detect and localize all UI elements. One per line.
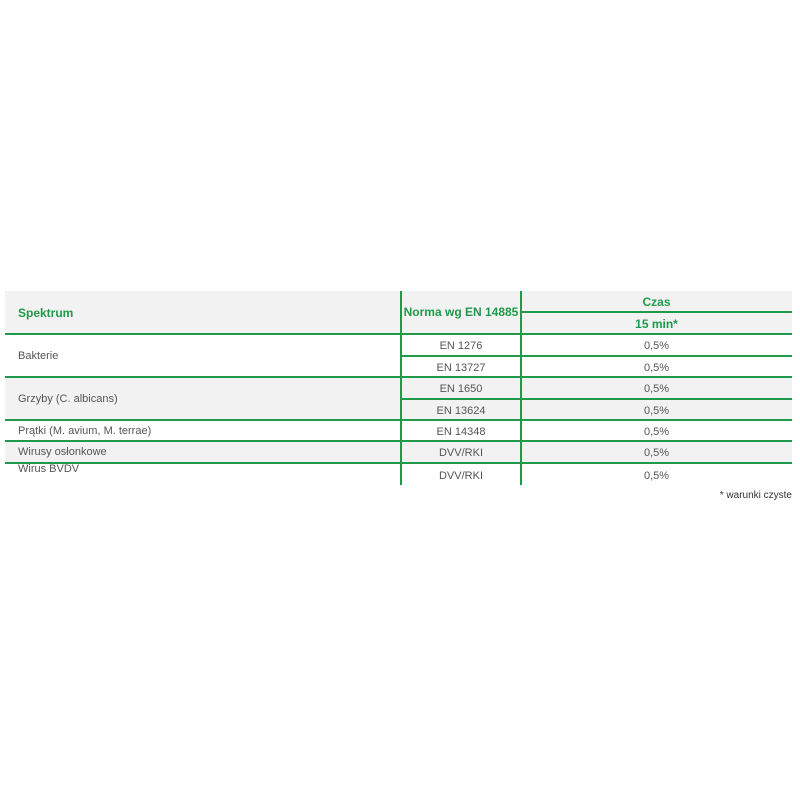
header-czas: Czas: [642, 294, 671, 309]
column-divider: [520, 291, 522, 485]
value-cell: 0,5%: [643, 361, 670, 374]
divider: [401, 398, 792, 400]
value-cell: 0,5%: [643, 446, 670, 459]
value-cell: 0,5%: [643, 339, 670, 352]
group-name: Wirusy osłonkowe: [18, 446, 107, 458]
group-name: Prątki (M. avium, M. terrae): [18, 424, 152, 437]
norm-cell: EN 1650: [439, 382, 483, 395]
divider: [5, 333, 792, 335]
footnote: * warunki czyste: [719, 490, 792, 501]
header-spektrum: Spektrum: [18, 305, 74, 320]
divider: [5, 376, 792, 378]
divider: [5, 419, 792, 421]
divider: [401, 355, 792, 357]
norm-cell: DVV/RKI: [438, 446, 483, 459]
norm-cell: EN 14348: [436, 425, 486, 438]
header-norma: Norma wg EN 14885: [403, 305, 519, 319]
norm-cell: EN 1276: [439, 339, 483, 352]
divider: [521, 311, 792, 313]
row-bg: [5, 441, 792, 463]
divider: [5, 462, 792, 464]
norm-cell: DVV/RKI: [438, 469, 483, 482]
group-name: Bakterie: [18, 349, 59, 362]
value-cell: 0,5%: [643, 404, 670, 417]
column-divider: [400, 291, 402, 485]
norm-cell: EN 13624: [436, 404, 486, 417]
group-name: Grzyby (C. albicans): [18, 392, 118, 405]
header-time: 15 min*: [635, 316, 678, 331]
norm-cell: EN 13727: [436, 361, 486, 374]
value-cell: 0,5%: [643, 425, 670, 438]
group-name: Wirus BVDV: [18, 463, 80, 475]
value-cell: 0,5%: [643, 469, 670, 482]
divider: [5, 440, 792, 442]
value-cell: 0,5%: [643, 382, 670, 395]
